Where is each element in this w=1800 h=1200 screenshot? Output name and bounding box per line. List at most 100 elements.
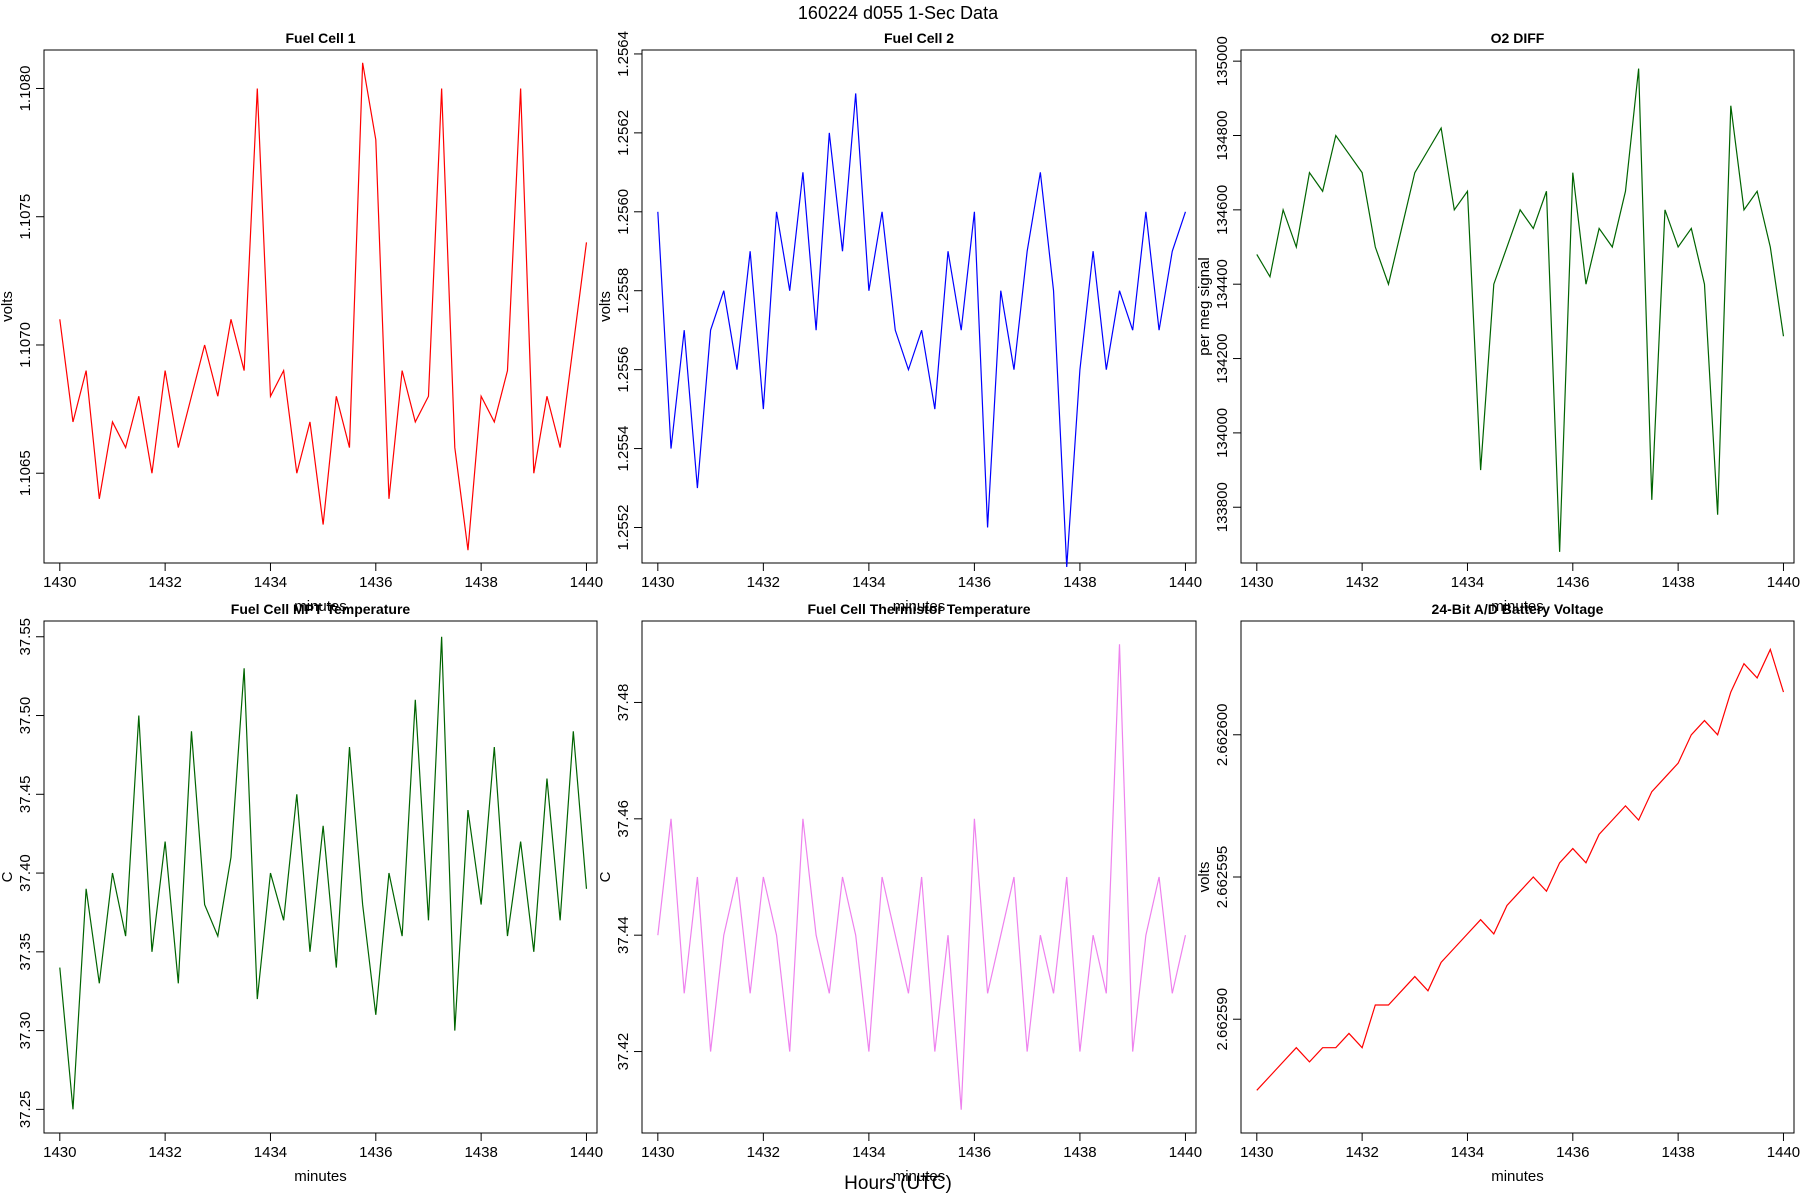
y-tick-label: 134600 [1214, 185, 1231, 235]
x-tick-label: 1440 [1169, 574, 1202, 591]
x-tick-label: 1430 [43, 574, 76, 591]
plot-frame [641, 49, 1197, 564]
y-tick-label: 37.45 [17, 776, 34, 814]
x-tick-label: 1434 [1451, 574, 1484, 591]
y-tick-label: 134800 [1214, 110, 1231, 160]
y-tick-label: 37.46 [615, 800, 632, 838]
y-axis-label: per meg signal [1196, 257, 1213, 355]
y-tick-label: 1.2560 [615, 189, 632, 235]
x-axis-label: minutes [294, 598, 347, 615]
x-tick-label: 1440 [570, 1144, 603, 1161]
x-tick-label: 1440 [1767, 574, 1800, 591]
y-axis-label: C [0, 871, 16, 882]
plot-frame [43, 49, 598, 564]
y-tick-label: 37.44 [615, 916, 632, 954]
y-tick-label: 1.2562 [615, 110, 632, 156]
y-tick-label: 135000 [1214, 36, 1231, 86]
x-tick-label: 1436 [958, 1144, 991, 1161]
x-tick-label: 1430 [1240, 1144, 1273, 1161]
x-tick-label: 1440 [1169, 1144, 1202, 1161]
y-tick-label: 37.25 [17, 1091, 34, 1129]
panel-title: O2 DIFF [1491, 30, 1545, 46]
x-tick-label: 1432 [148, 574, 181, 591]
data-line [1256, 68, 1785, 552]
x-tick-label: 1432 [747, 1144, 780, 1161]
x-tick-label: 1438 [464, 574, 497, 591]
y-axis-label: volts [1196, 862, 1213, 893]
panel-title: Fuel Cell MPT Temperature [231, 601, 411, 617]
y-axis-label: C [597, 871, 614, 882]
x-tick-label: 1438 [1063, 574, 1096, 591]
x-tick-label: 1436 [958, 574, 991, 591]
x-tick-label: 1434 [852, 574, 885, 591]
x-axis-label: minutes [1491, 1168, 1544, 1185]
y-tick-label: 2.662595 [1214, 846, 1231, 909]
x-tick-label: 1436 [359, 574, 392, 591]
x-tick-label: 1438 [1661, 1144, 1694, 1161]
y-tick-label: 134000 [1214, 408, 1231, 458]
y-tick-label: 2.662600 [1214, 703, 1231, 766]
y-tick-label: 1.2554 [615, 426, 632, 472]
y-tick-label: 37.55 [17, 618, 34, 656]
y-tick-label: 1.2556 [615, 347, 632, 393]
x-tick-label: 1440 [570, 574, 603, 591]
panel-title: Fuel Cell Thermistor Temperature [807, 601, 1030, 617]
x-tick-label: 1432 [148, 1144, 181, 1161]
y-axis-label: volts [0, 291, 16, 322]
x-axis-label: minutes [893, 1168, 946, 1185]
x-axis-label: minutes [893, 598, 946, 615]
y-tick-label: 1.1070 [17, 322, 34, 368]
x-tick-label: 1430 [641, 1144, 674, 1161]
x-tick-label: 1436 [1556, 1144, 1589, 1161]
y-tick-label: 37.30 [17, 1012, 34, 1050]
plot-frame [1240, 49, 1795, 564]
y-tick-label: 134200 [1214, 334, 1231, 384]
data-line [657, 644, 1187, 1110]
x-tick-label: 1430 [641, 574, 674, 591]
x-tick-label: 1440 [1767, 1144, 1800, 1161]
x-tick-label: 1432 [1345, 574, 1378, 591]
y-axis-label: volts [597, 291, 614, 322]
x-tick-label: 1434 [254, 574, 287, 591]
y-tick-label: 1.1080 [17, 66, 34, 112]
data-line [1256, 647, 1785, 1091]
common-x-label: Hours (UTC) [844, 1173, 952, 1194]
y-tick-label: 1.2564 [615, 31, 632, 77]
y-tick-label: 1.1075 [17, 194, 34, 240]
panel-title: Fuel Cell 2 [884, 30, 954, 46]
x-axis-label: minutes [1491, 598, 1544, 615]
panel: Fuel Cell 2 minutes volts 1430 1432 1434 1436 1… [597, 30, 1202, 615]
x-tick-label: 1434 [1451, 1144, 1484, 1161]
x-tick-label: 1438 [1661, 574, 1694, 591]
y-tick-label: 1.1065 [17, 450, 34, 496]
panel: 24-Bit A/D Battery Voltageminutesvolts14… [1196, 601, 1800, 1185]
y-tick-label: 37.48 [615, 684, 632, 722]
plot-frame [641, 620, 1197, 1134]
plot-frame [43, 620, 598, 1134]
y-tick-label: 134400 [1214, 259, 1231, 309]
x-tick-label: 1434 [852, 1144, 885, 1161]
x-tick-label: 1432 [747, 574, 780, 591]
x-tick-label: 1436 [359, 1144, 392, 1161]
y-tick-label: 37.42 [615, 1033, 632, 1071]
x-tick-label: 1434 [254, 1144, 287, 1161]
x-tick-label: 1438 [464, 1144, 497, 1161]
x-tick-label: 1430 [1240, 574, 1273, 591]
y-tick-label: 37.35 [17, 933, 34, 971]
y-tick-label: 37.40 [17, 854, 34, 892]
panel: Fuel Cell 1 minutes volts 1430 1432 1434 1436 1… [0, 30, 603, 615]
x-tick-label: 1430 [43, 1144, 76, 1161]
x-tick-label: 1436 [1556, 574, 1589, 591]
y-tick-label: 133800 [1214, 482, 1231, 532]
plot-frame [1240, 620, 1795, 1134]
data-line [657, 93, 1187, 567]
suptitle: 160224 d055 1-Sec Data [798, 3, 999, 23]
data-line [59, 636, 588, 1110]
x-tick-label: 1438 [1063, 1144, 1096, 1161]
panel-title: Fuel Cell 1 [285, 30, 355, 46]
y-tick-label: 1.2552 [615, 505, 632, 551]
panel-title: 24-Bit A/D Battery Voltage [1432, 601, 1604, 617]
panel: O2 DIFF minutes per meg signal 1430 1432 1434… [1196, 30, 1800, 615]
